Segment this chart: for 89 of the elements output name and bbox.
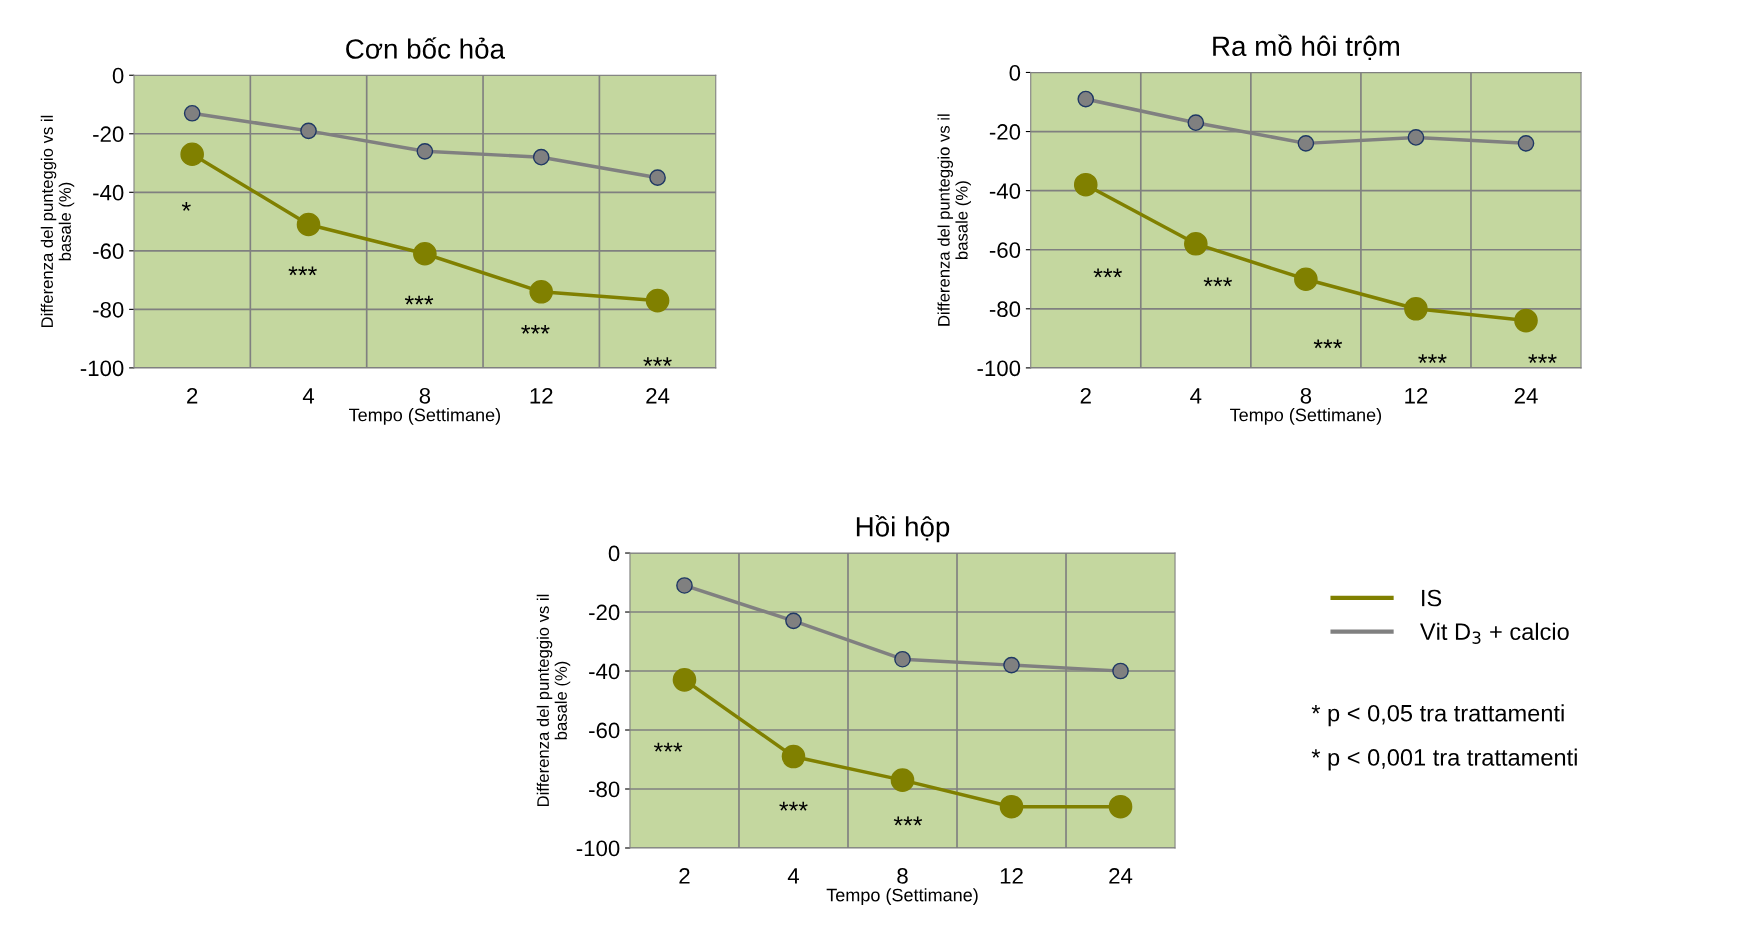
point (1003, 656, 1020, 674)
annotation: *** (653, 742, 683, 752)
y-axis-title: Differenza del punteggio vs il basale (%) (40, 115, 75, 328)
y-tick-label: -20 (989, 124, 1021, 140)
point (529, 279, 554, 304)
point (300, 122, 317, 140)
point (180, 142, 204, 167)
point (1404, 296, 1428, 321)
x-axis-title: Tempo (Settimane) (826, 888, 978, 905)
y-tick-label: -40 (989, 183, 1021, 199)
chart-title: Cơn bốc hỏa (346, 37, 506, 59)
x-tick-label: 4 (787, 868, 800, 884)
point (1517, 135, 1535, 152)
x-tick-label: 8 (419, 387, 431, 404)
point (649, 169, 666, 187)
legend-label: Vit D$_{3}$ + calcio (1420, 622, 1569, 644)
x-tick-label: 24 (1109, 868, 1133, 884)
y-tick-label: -40 (93, 184, 124, 201)
annotation: *** (779, 801, 808, 811)
y-tick-label: -40 (589, 663, 620, 680)
point (999, 794, 1024, 819)
x-tick-label: 12 (1000, 868, 1023, 884)
annotation: *** (1528, 354, 1557, 363)
point (1407, 129, 1425, 146)
x-tick-label: 2 (1080, 387, 1091, 404)
point (183, 104, 201, 122)
y-tick-label: -100 (977, 360, 1021, 377)
x-tick-label: 2 (187, 387, 198, 404)
x-tick-label: 4 (1190, 388, 1202, 404)
x-tick-label: 24 (1514, 387, 1538, 404)
legend-label: IS (1422, 589, 1442, 607)
point (532, 148, 550, 166)
point (1184, 232, 1208, 256)
y-axis-title: Differenza del punteggio vs il basale (%) (937, 114, 971, 326)
y-axis-title: Differenza del punteggio vs il basale (%) (536, 594, 571, 806)
annotation: *** (288, 266, 317, 276)
x-tick-label: 2 (679, 868, 690, 884)
x-tick-label: 24 (646, 387, 670, 404)
point (781, 744, 806, 769)
point (1294, 267, 1318, 292)
point (416, 143, 434, 160)
annotation: *** (1093, 268, 1122, 278)
x-tick-label: 12 (1405, 387, 1428, 404)
point (894, 650, 911, 668)
point (672, 668, 697, 692)
x-axis-title: Tempo (Settimane) (1230, 408, 1382, 425)
point (1108, 794, 1133, 819)
y-tick-label: -60 (93, 243, 124, 260)
x-tick-label: 8 (1300, 387, 1312, 404)
chart-title: Ra mồ hôi trộm (1213, 34, 1399, 61)
point (785, 612, 802, 630)
annotation: *** (643, 357, 672, 366)
text: * p < 0,001 tra trattamenti (1311, 748, 1577, 771)
point (645, 288, 670, 313)
chart-title: Hồi hộp (856, 515, 950, 543)
x-tick-label: 8 (897, 868, 908, 884)
x-tick-label: 12 (530, 387, 553, 404)
point (1077, 90, 1095, 108)
annotation: *** (404, 295, 434, 305)
point (413, 241, 437, 266)
x-tick-label: 4 (302, 388, 315, 404)
point (296, 212, 321, 237)
y-tick-label: -20 (93, 126, 124, 143)
point (676, 577, 693, 594)
y-tick-label: 0 (1009, 65, 1021, 81)
y-tick-label: -80 (989, 301, 1021, 318)
y-tick-label: -60 (989, 242, 1021, 258)
y-tick-label: -100 (80, 360, 124, 377)
point (1297, 135, 1315, 152)
x-axis-title: Tempo (Settimane) (349, 408, 501, 425)
y-tick-label: -60 (589, 722, 620, 739)
y-tick-label: 0 (608, 545, 620, 562)
y-tick-label: -80 (93, 301, 124, 318)
annotation: *** (521, 324, 550, 334)
point (1073, 172, 1098, 197)
point (1187, 114, 1205, 132)
annotation: * (181, 202, 191, 211)
point (1112, 662, 1129, 680)
y-tick-label: -80 (589, 781, 620, 798)
annotation: *** (1313, 339, 1343, 349)
y-tick-label: -100 (576, 840, 620, 857)
annotation: *** (1418, 354, 1447, 363)
y-tick-label: 0 (112, 67, 124, 84)
point (1514, 308, 1538, 333)
y-tick-label: -20 (589, 604, 620, 621)
point (890, 768, 915, 792)
annotation: *** (1203, 277, 1233, 287)
annotation: *** (893, 816, 923, 826)
text: * p < 0,05 tra trattamenti (1311, 704, 1564, 727)
